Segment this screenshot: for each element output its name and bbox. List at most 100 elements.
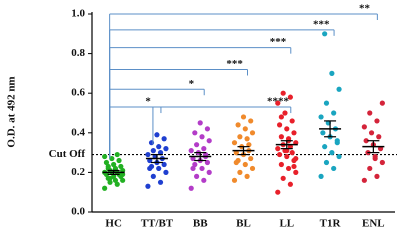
data-point bbox=[107, 179, 113, 185]
x-tick-label: T1R bbox=[320, 218, 342, 229]
data-point bbox=[291, 130, 297, 136]
data-point bbox=[237, 134, 243, 140]
data-point bbox=[363, 138, 369, 144]
data-point bbox=[284, 126, 290, 132]
cutoff-label: Cut Off bbox=[49, 148, 86, 160]
data-point bbox=[114, 181, 120, 187]
x-tick-label: TT/BT bbox=[141, 218, 174, 229]
data-point bbox=[374, 118, 380, 124]
data-point bbox=[320, 130, 326, 136]
significance-label: * bbox=[145, 96, 151, 108]
data-point bbox=[199, 134, 205, 140]
data-point bbox=[156, 165, 162, 172]
y-axis-label: O.D. at 492 nm bbox=[6, 76, 18, 147]
data-point bbox=[145, 151, 151, 158]
data-point bbox=[318, 173, 324, 179]
y-tick-label: 0.4 bbox=[71, 126, 85, 138]
data-point bbox=[192, 161, 198, 168]
data-point bbox=[379, 100, 385, 106]
data-point bbox=[287, 181, 293, 187]
data-point bbox=[374, 173, 380, 179]
data-point bbox=[379, 159, 385, 166]
y-tick-label: 0.6 bbox=[71, 87, 85, 99]
data-point bbox=[233, 159, 239, 166]
data-point bbox=[331, 165, 337, 172]
data-point bbox=[361, 124, 367, 130]
data-point bbox=[194, 142, 200, 148]
data-point bbox=[280, 175, 286, 181]
data-point bbox=[154, 132, 160, 138]
data-point bbox=[323, 159, 330, 166]
data-point bbox=[289, 150, 295, 156]
data-point bbox=[145, 183, 151, 189]
data-point bbox=[285, 165, 292, 172]
data-point bbox=[336, 86, 342, 92]
data-point bbox=[323, 100, 330, 106]
data-point bbox=[118, 163, 124, 170]
data-point bbox=[376, 134, 382, 140]
data-point bbox=[103, 159, 110, 166]
data-point bbox=[248, 118, 254, 124]
data-point bbox=[237, 169, 243, 175]
data-point bbox=[249, 130, 256, 136]
significance-label: *** bbox=[270, 36, 287, 48]
data-point bbox=[280, 90, 286, 96]
significance-label: *** bbox=[313, 18, 330, 30]
data-point bbox=[331, 110, 337, 116]
data-point bbox=[242, 161, 248, 168]
data-point bbox=[163, 146, 169, 152]
data-point bbox=[276, 151, 283, 158]
data-point bbox=[114, 151, 120, 158]
data-point bbox=[206, 169, 212, 175]
data-point bbox=[322, 144, 328, 150]
data-point bbox=[201, 177, 207, 183]
data-point bbox=[249, 165, 256, 172]
data-point bbox=[244, 136, 250, 142]
data-point bbox=[287, 94, 293, 100]
data-point bbox=[150, 148, 156, 154]
data-point bbox=[204, 159, 211, 166]
data-point bbox=[192, 130, 198, 136]
data-point bbox=[111, 161, 117, 168]
data-point bbox=[163, 169, 169, 175]
data-point bbox=[150, 173, 156, 179]
data-point bbox=[242, 126, 248, 132]
data-point bbox=[275, 146, 281, 152]
data-point bbox=[107, 175, 113, 181]
data-point bbox=[235, 122, 241, 128]
data-point bbox=[329, 150, 335, 156]
data-point bbox=[246, 142, 252, 148]
data-point bbox=[199, 165, 205, 172]
significance-label: **** bbox=[267, 96, 290, 108]
data-point bbox=[231, 177, 238, 183]
data-point bbox=[204, 126, 211, 132]
data-point bbox=[161, 136, 167, 142]
y-tick-label: 0.8 bbox=[71, 47, 85, 59]
data-point bbox=[291, 163, 297, 170]
data-point bbox=[284, 153, 290, 160]
data-point bbox=[361, 177, 367, 183]
data-point bbox=[367, 165, 373, 172]
data-point bbox=[147, 165, 153, 172]
data-point bbox=[109, 155, 115, 162]
data-point bbox=[157, 150, 164, 156]
chart: O.D. at 492 nm 0.0 0.2 0.4 0.6 0.8 1.0 Cut Off… bbox=[6, 3, 397, 229]
data-point bbox=[244, 173, 250, 179]
data-point bbox=[248, 155, 254, 162]
x-tick-label: LL bbox=[279, 218, 294, 229]
data-point bbox=[367, 110, 373, 116]
data-point bbox=[276, 122, 283, 128]
data-point bbox=[336, 153, 342, 160]
data-point bbox=[231, 140, 238, 146]
y-tick-label: 0.0 bbox=[71, 206, 85, 218]
significance-label: *** bbox=[226, 58, 243, 70]
data-point bbox=[190, 165, 196, 172]
data-point bbox=[329, 70, 335, 76]
data-point bbox=[322, 31, 328, 37]
data-point bbox=[188, 185, 194, 191]
data-point bbox=[282, 110, 288, 116]
data-point bbox=[188, 148, 194, 154]
data-point bbox=[278, 161, 284, 168]
data-point bbox=[318, 114, 324, 120]
data-point bbox=[194, 173, 200, 179]
